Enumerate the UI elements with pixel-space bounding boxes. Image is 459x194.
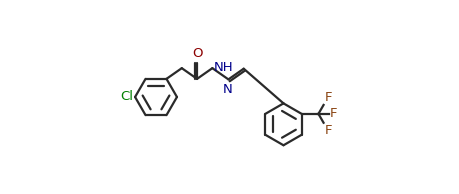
Text: O: O — [191, 47, 202, 60]
Text: NH: NH — [213, 61, 233, 74]
Text: F: F — [324, 91, 331, 104]
Text: Cl: Cl — [120, 90, 133, 104]
Text: N: N — [222, 83, 232, 96]
Text: F: F — [324, 124, 331, 137]
Text: F: F — [330, 107, 337, 120]
